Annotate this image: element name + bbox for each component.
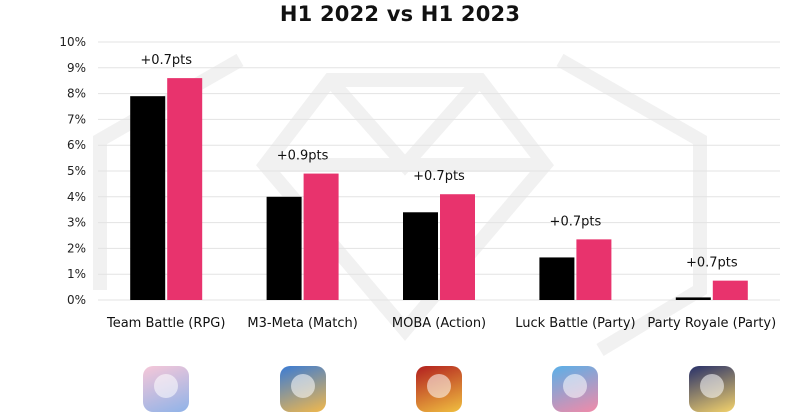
y-tick-label: 4% (67, 190, 86, 204)
category-label: Party Royale (Party) (647, 316, 776, 331)
y-tick-label: 6% (67, 138, 86, 152)
warrior-5v5-icon (416, 366, 462, 412)
y-tick-label: 0% (67, 293, 86, 307)
bar-h1-2023 (576, 239, 612, 300)
y-tick-label: 3% (67, 216, 86, 230)
category-label: M3-Meta (Match) (247, 316, 357, 331)
category-label: Team Battle (RPG) (106, 316, 225, 331)
data-labels: +0.7pts +0.9pts +0.7pts +0.7pts +0.7pts (140, 53, 738, 271)
delta-label: +0.7pts (413, 169, 465, 184)
y-tick-label: 9% (67, 61, 86, 75)
delta-label: +0.7pts (686, 256, 738, 271)
y-tick-label: 10% (59, 35, 86, 49)
cartoon-creature-icon (688, 366, 735, 412)
y-tick-label: 2% (67, 241, 86, 255)
bar-h1-2023 (440, 194, 475, 300)
anime-character-icon (143, 366, 190, 412)
bar-h1-2023 (167, 78, 203, 301)
bar-h1-2022 (266, 196, 302, 300)
bar-h1-2022 (539, 257, 575, 300)
y-tick-label: 7% (67, 112, 86, 126)
category-label: MOBA (Action) (392, 316, 486, 331)
bar-h1-2023 (303, 173, 339, 300)
chart-title: H1 2022 vs H1 2023 (279, 2, 521, 26)
delta-label: +0.9pts (277, 149, 329, 164)
pig-coin-icon (552, 366, 599, 412)
bearded-character-icon (279, 366, 326, 412)
bars (130, 78, 748, 301)
y-tick-label: 1% (67, 267, 86, 281)
delta-label: +0.7pts (550, 214, 602, 229)
gridlines (98, 41, 780, 301)
bar-chart: 0%1%2%3%4%5%6%7%8%9%10% +0.7pts+0.9pts+0… (59, 35, 780, 331)
y-axis-ticks: 0% 1% 2% 3% 4% 5% 6% 7% 8% 9% 10% (59, 35, 86, 307)
bar-h1-2022 (403, 212, 438, 300)
y-tick-label: 5% (67, 164, 86, 178)
bar-h1-2022 (130, 96, 166, 301)
bar-h1-2023 (712, 280, 748, 300)
category-label: Luck Battle (Party) (515, 316, 635, 331)
delta-label: +0.7pts (140, 53, 192, 68)
x-axis-categories: Team Battle (RPG) M3-Meta (Match) MOBA (Ac… (106, 316, 776, 331)
bar-h1-2022 (675, 297, 711, 300)
y-tick-label: 8% (67, 87, 86, 101)
